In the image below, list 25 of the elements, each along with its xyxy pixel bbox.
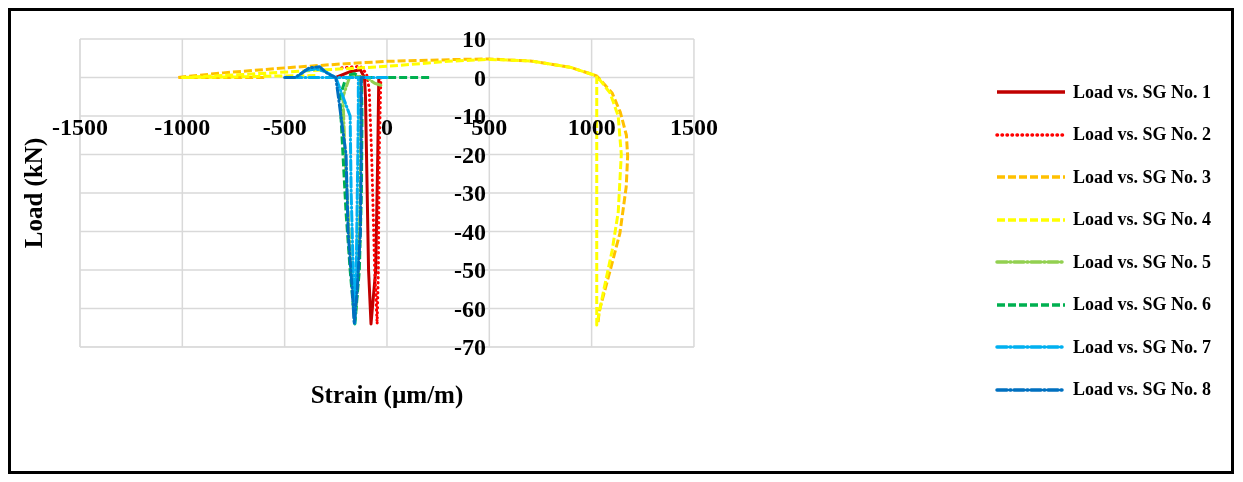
x-tick-label: 1000 [567,114,616,141]
legend-label: Load vs. SG No. 8 [1072,379,1211,401]
y-tick-label: -20 [454,141,486,168]
legend-label: Load vs. SG No. 5 [1072,251,1211,273]
legend-label: Load vs. SG No. 6 [1072,294,1211,316]
line-series [338,72,431,326]
y-tick-label: 10 [462,26,486,52]
x-tick-label: 1500 [669,114,718,141]
y-axis-title: Load (kN) [19,137,48,249]
legend-label: Load vs. SG No. 2 [1072,124,1211,146]
y-tick-label: -50 [454,257,486,283]
x-tick-label: -500 [262,114,307,141]
y-tick-label: -70 [454,334,486,360]
legend-label: Load vs. SG No. 4 [1072,209,1211,231]
y-tick-label: -40 [454,218,486,245]
y-tick-label: -60 [454,295,486,322]
legend-label: Load vs. SG No. 7 [1072,336,1211,358]
legend-label: Load vs. SG No. 3 [1072,166,1211,188]
x-axis-title: Strain (µm/m) [310,381,464,409]
x-tick-label: -1000 [154,114,211,141]
x-tick-label: -1500 [52,114,108,141]
x-tick-label: 0 [380,114,393,141]
legend-label: Load vs. SG No. 1 [1072,81,1211,103]
y-tick-label: 0 [474,64,486,91]
y-tick-label: -30 [454,180,486,206]
